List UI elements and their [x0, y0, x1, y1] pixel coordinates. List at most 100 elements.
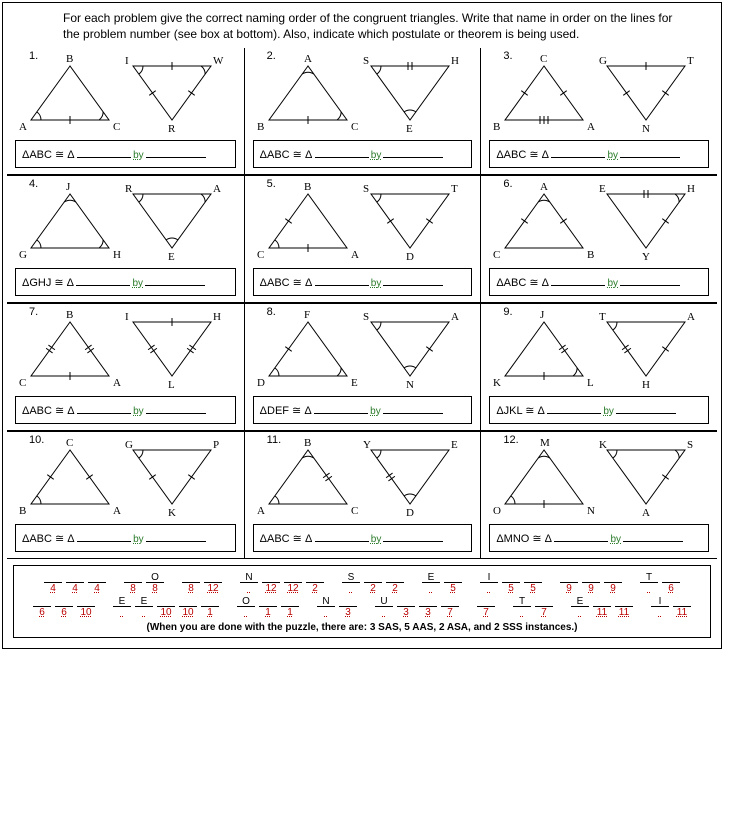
puzzle-slot[interactable]: N: [240, 572, 258, 594]
answer-blank-name[interactable]: [554, 531, 608, 542]
puzzle-slot[interactable]: I: [480, 572, 498, 594]
puzzle-slot[interactable]: E: [135, 596, 153, 618]
answer-box[interactable]: ΔDEF ≅ Δ by: [253, 396, 473, 424]
answer-blank-name[interactable]: [551, 147, 605, 158]
puzzle-slot[interactable]: 6: [33, 596, 51, 618]
answer-box[interactable]: ΔABC ≅ Δ by: [489, 268, 709, 296]
puzzle-slot[interactable]: O8: [146, 572, 164, 594]
puzzle-slot-letter: [284, 572, 302, 583]
answer-blank-reason[interactable]: [616, 403, 676, 414]
puzzle-slot-number: [571, 607, 589, 618]
answer-blank-reason[interactable]: [146, 147, 206, 158]
puzzle-slot[interactable]: 3: [419, 596, 437, 618]
puzzle-slot[interactable]: 8: [182, 572, 200, 594]
answer-blank-name[interactable]: [77, 147, 131, 158]
by-label: by: [608, 534, 623, 545]
answer-blank-reason[interactable]: [383, 531, 443, 542]
answer-blank-reason[interactable]: [145, 275, 205, 286]
puzzle-slot[interactable]: T: [640, 572, 658, 594]
answer-blank-reason[interactable]: [383, 147, 443, 158]
puzzle-line-2: 6 6 10E E 10 10 1O 1 1N 3U 3 3 7 7T 7E 1…: [18, 596, 706, 618]
puzzle-slot[interactable]: 7: [441, 596, 459, 618]
puzzle-slot[interactable]: 10: [179, 596, 197, 618]
puzzle-slot[interactable]: I: [651, 596, 669, 618]
puzzle-slot-number: 3: [397, 607, 415, 618]
puzzle-slot[interactable]: 7: [477, 596, 495, 618]
puzzle-slot[interactable]: 11: [615, 596, 633, 618]
puzzle-slot[interactable]: 4: [88, 572, 106, 594]
puzzle-slot[interactable]: 1: [281, 596, 299, 618]
puzzle-slot[interactable]: 4: [66, 572, 84, 594]
puzzle-slot[interactable]: 10: [157, 596, 175, 618]
puzzle-slot-letter: [306, 572, 324, 583]
answer-box[interactable]: ΔABC ≅ Δ by: [253, 524, 473, 552]
answer-box[interactable]: ΔABC ≅ Δ by: [15, 396, 236, 424]
answer-box[interactable]: ΔMNO ≅ Δ by: [489, 524, 709, 552]
puzzle-slot[interactable]: 3: [339, 596, 357, 618]
answer-blank-reason[interactable]: [620, 147, 680, 158]
puzzle-slot[interactable]: O: [237, 596, 255, 618]
puzzle-slot-letter: [179, 596, 197, 607]
puzzle-slot[interactable]: 5: [524, 572, 542, 594]
puzzle-slot[interactable]: 6: [662, 572, 680, 594]
puzzle-slot[interactable]: 9: [582, 572, 600, 594]
puzzle-slot[interactable]: 5: [502, 572, 520, 594]
answer-box[interactable]: ΔABC ≅ Δ by: [15, 140, 236, 168]
puzzle-slot[interactable]: E: [571, 596, 589, 618]
puzzle-slot[interactable]: N: [317, 596, 335, 618]
puzzle-slot[interactable]: 6: [55, 596, 73, 618]
answer-blank-reason[interactable]: [146, 403, 206, 414]
puzzle-slot[interactable]: U: [375, 596, 393, 618]
answer-blank-reason[interactable]: [620, 275, 680, 286]
puzzle-slot[interactable]: 7: [535, 596, 553, 618]
puzzle-slot[interactable]: 2: [306, 572, 324, 594]
puzzle-slot[interactable]: 3: [397, 596, 415, 618]
answer-blank-name[interactable]: [547, 403, 601, 414]
by-label: by: [131, 534, 146, 545]
by-label: by: [605, 150, 620, 161]
answer-blank-name[interactable]: [315, 147, 369, 158]
answer-blank-reason[interactable]: [383, 403, 443, 414]
puzzle-slot[interactable]: S: [342, 572, 360, 594]
svg-text:A: A: [642, 507, 650, 519]
puzzle-slot[interactable]: 12: [204, 572, 222, 594]
puzzle-slot-letter: [477, 596, 495, 607]
answer-blank-name[interactable]: [76, 275, 130, 286]
puzzle-slot[interactable]: 2: [364, 572, 382, 594]
answer-blank-reason[interactable]: [383, 275, 443, 286]
answer-blank-name[interactable]: [77, 403, 131, 414]
puzzle-slot[interactable]: 2: [386, 572, 404, 594]
svg-text:A: A: [540, 181, 548, 193]
answer-box[interactable]: ΔJKL ≅ Δ by: [489, 396, 709, 424]
puzzle-slot[interactable]: T: [513, 596, 531, 618]
answer-blank-name[interactable]: [315, 275, 369, 286]
problem-cell-5: 5.BCASTDΔABC ≅ Δ by: [244, 176, 481, 302]
answer-blank-name[interactable]: [551, 275, 605, 286]
svg-text:Y: Y: [642, 251, 650, 263]
puzzle-slot[interactable]: 12: [284, 572, 302, 594]
puzzle-slot[interactable]: E: [113, 596, 131, 618]
puzzle-slot-number: 12: [204, 583, 222, 594]
answer-box[interactable]: ΔABC ≅ Δ by: [253, 140, 473, 168]
puzzle-slot[interactable]: 5: [444, 572, 462, 594]
puzzle-slot[interactable]: 9: [604, 572, 622, 594]
puzzle-slot[interactable]: 12: [262, 572, 280, 594]
answer-blank-reason[interactable]: [623, 531, 683, 542]
answer-blank-reason[interactable]: [146, 531, 206, 542]
puzzle-slot[interactable]: 11: [673, 596, 691, 618]
puzzle-slot[interactable]: 10: [77, 596, 95, 618]
puzzle-slot[interactable]: 11: [593, 596, 611, 618]
puzzle-slot[interactable]: 9: [560, 572, 578, 594]
answer-box[interactable]: ΔABC ≅ Δ by: [15, 524, 236, 552]
answer-blank-name[interactable]: [314, 403, 368, 414]
puzzle-slot[interactable]: E: [422, 572, 440, 594]
puzzle-slot[interactable]: 4: [44, 572, 62, 594]
answer-box[interactable]: ΔABC ≅ Δ by: [253, 268, 473, 296]
answer-box[interactable]: ΔGHJ ≅ Δ by: [15, 268, 236, 296]
puzzle-slot[interactable]: 8: [124, 572, 142, 594]
answer-blank-name[interactable]: [315, 531, 369, 542]
puzzle-slot[interactable]: 1: [259, 596, 277, 618]
answer-box[interactable]: ΔABC ≅ Δ by: [489, 140, 709, 168]
puzzle-slot[interactable]: 1: [201, 596, 219, 618]
answer-blank-name[interactable]: [77, 531, 131, 542]
